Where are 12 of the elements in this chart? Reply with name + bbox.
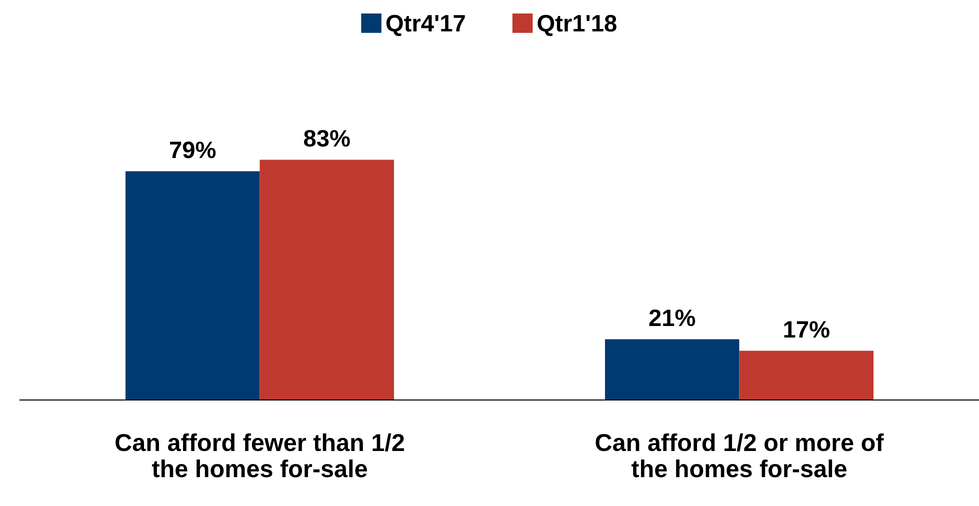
bar	[260, 160, 394, 400]
data-label: 17%	[784, 321, 830, 338]
bar	[604, 339, 740, 400]
x-tick-label: Can afford 1/2 or more of the homes for-sale	[596, 433, 884, 478]
x-tick-label: Can afford fewer than 1/2 the homes for-sale	[116, 433, 404, 478]
data-label: 21%	[649, 309, 696, 326]
bar	[739, 350, 874, 400]
legend-label: Qtr4'17	[386, 14, 465, 36]
data-label: 79%	[170, 142, 216, 158]
legend-label: Qtr1'18	[538, 14, 616, 36]
bar	[125, 171, 260, 400]
data-label: 83%	[304, 130, 350, 147]
